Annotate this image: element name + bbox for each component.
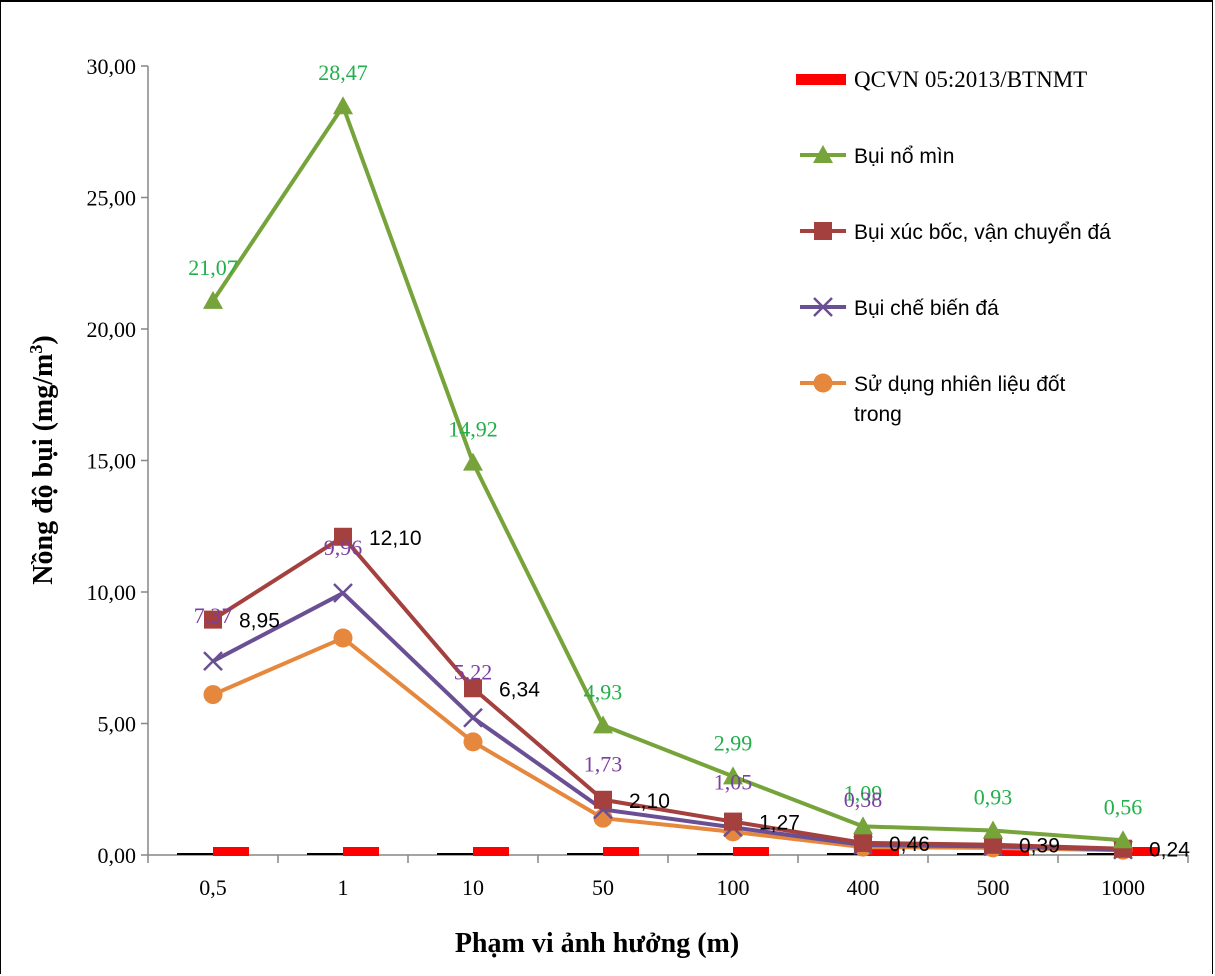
series-point-2: [464, 679, 482, 698]
series-point-4: [203, 685, 223, 705]
series-layer: [177, 96, 1159, 860]
x-tick-label: 100: [717, 875, 750, 900]
x-tick-label: 1000: [1101, 875, 1145, 900]
data-label-blasting: 14,92: [448, 417, 498, 442]
series-point-1: [593, 715, 613, 734]
series-point-4: [333, 628, 353, 648]
marker-stroke: [813, 297, 833, 317]
series-point-1: [1113, 830, 1133, 849]
series-point-2: [594, 790, 612, 809]
series-point-2: [984, 835, 1002, 854]
legend-marker: [813, 297, 833, 317]
legend-label: Bụi chế biến đá: [854, 297, 999, 320]
data-label-blasting: 0,93: [974, 785, 1013, 810]
x-axis-title: Phạm vi ảnh hưởng (m): [455, 928, 739, 959]
data-label-processing: 1,73: [584, 752, 623, 777]
qcvn-bar: [863, 847, 899, 856]
legend-label: trong: [854, 403, 902, 426]
y-axis-title: Nồng độ bụi (mg/m3): [26, 335, 59, 584]
series-point-2: [724, 812, 742, 831]
y-tick-label: 0,00: [98, 843, 137, 868]
axes: 0,00 5,00 10,00 15,00 20,00 25,00 30,00 0,5 1 10 5…: [87, 54, 1189, 900]
qcvn-bar: [733, 847, 769, 856]
data-label-loading: 6,34: [499, 678, 540, 701]
y-tick-label: 10,00: [87, 580, 137, 605]
series-point-1: [723, 766, 743, 785]
x-tick-label: 1: [338, 875, 349, 900]
series-point-2: [334, 527, 352, 546]
data-label-loading: 0,24: [1149, 839, 1190, 862]
legend-marker: [814, 222, 832, 240]
legend: QCVN 05:2013/BTNMT Bụi nổ mìn Bụi xúc bốc,…: [796, 67, 1111, 426]
x-tick-label: 50: [592, 875, 614, 900]
qcvn-bar: [603, 847, 639, 856]
series-line-2: [211, 534, 1124, 851]
data-label-blasting: 0,56: [1104, 794, 1143, 819]
data-label-processing: 5,22: [454, 660, 493, 685]
legend-label: Bụi xúc bốc, vận chuyển đá: [854, 221, 1111, 244]
series-point-2: [204, 610, 222, 629]
legend-swatch-qcvn: [796, 74, 846, 85]
data-label-processing: 1,05: [714, 769, 753, 794]
legend-label: Bụi nổ mìn: [854, 145, 954, 168]
marker-stroke: [463, 707, 483, 728]
legend-marker: [813, 373, 833, 393]
series-point-3: [203, 651, 223, 672]
x-tick-label: 0,5: [199, 875, 227, 900]
y-tick-label: 5,00: [98, 712, 137, 737]
marker-stroke: [333, 583, 353, 603]
data-label-loading: 8,95: [239, 610, 280, 633]
x-tick-label: 500: [977, 875, 1010, 900]
qcvn-bar: [343, 847, 379, 856]
data-label-blasting: 1,09: [844, 780, 883, 805]
series-point-1: [203, 290, 223, 309]
series-line-1: [211, 104, 1124, 843]
legend-label: QCVN 05:2013/BTNMT: [854, 67, 1087, 92]
y-tick-label: 15,00: [87, 449, 137, 474]
data-label-processing: 9,96: [324, 535, 363, 560]
data-label-blasting: 21,07: [188, 255, 238, 280]
marker-stroke: [203, 651, 223, 672]
data-label-loading: 0,39: [1019, 835, 1060, 858]
data-label-blasting: 4,93: [584, 679, 623, 704]
data-labels: 21,07 28,47 14,92 4,93 2,99 1,09 0,93 0,56 8,95 1…: [188, 60, 1190, 861]
data-label-processing: 7,37: [194, 603, 233, 628]
y-axis-title-superscript: 3: [26, 345, 46, 354]
series-point-1: [463, 452, 483, 471]
x-tick-label: 10: [462, 875, 484, 900]
series-point-1: [983, 820, 1003, 839]
y-tick-label: 20,00: [87, 317, 137, 342]
data-label-loading: 2,10: [629, 790, 670, 813]
series-point-1: [853, 816, 873, 835]
x-tick-label: 400: [847, 875, 880, 900]
series-point-4: [463, 732, 483, 752]
data-label-loading: 12,10: [369, 527, 422, 550]
data-label-blasting: 28,47: [318, 60, 368, 85]
data-label-blasting: 2,99: [714, 730, 753, 755]
qcvn-bar: [473, 847, 509, 856]
qcvn-bar: [213, 847, 249, 856]
series-point-1: [333, 96, 353, 115]
y-tick-label: 25,00: [87, 186, 137, 211]
data-label-processing: 0,38: [844, 787, 883, 812]
y-tick-label: 30,00: [87, 54, 137, 79]
series-point-2: [854, 833, 872, 852]
legend-label: Sử dụng nhiên liệu đốt: [854, 373, 1066, 396]
series-point-3: [333, 583, 353, 603]
y-axis-title-close: ): [28, 335, 59, 344]
qcvn-bar: [993, 847, 1029, 856]
qcvn-bar: [1123, 847, 1159, 856]
series-point-3: [463, 707, 483, 728]
legend-marker: [813, 145, 833, 163]
data-label-loading: 1,27: [759, 812, 800, 835]
data-label-loading: 0,46: [889, 833, 930, 856]
